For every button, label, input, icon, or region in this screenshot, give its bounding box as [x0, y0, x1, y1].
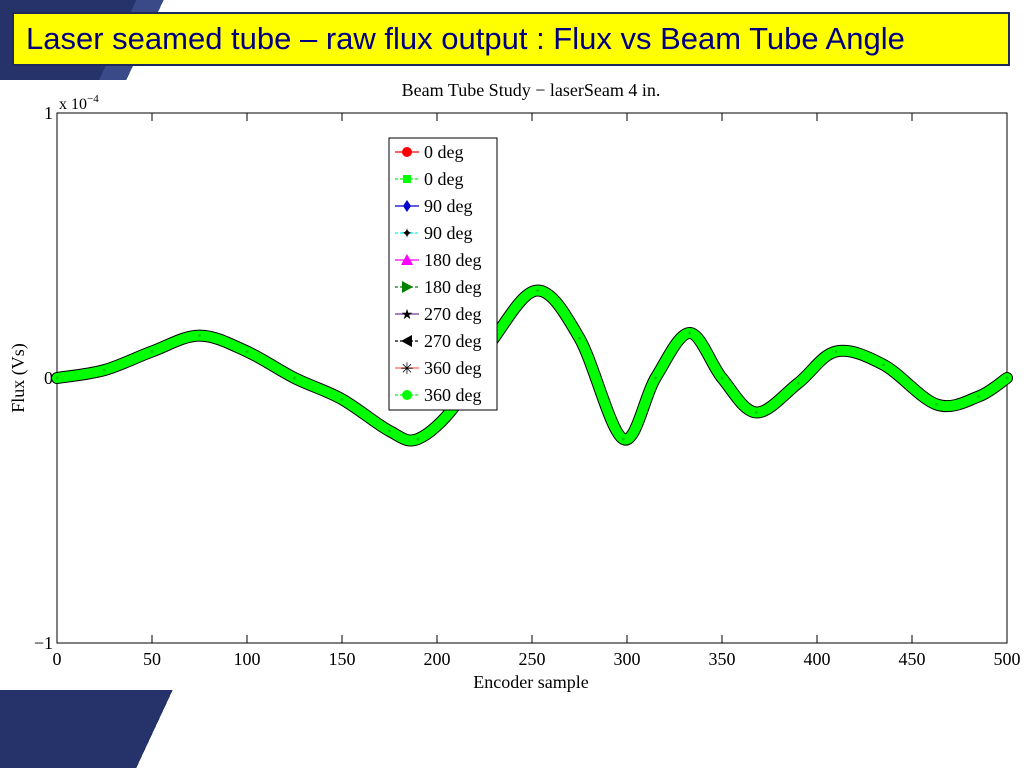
legend-item: ✦ 90 deg [395, 223, 473, 243]
legend-item: 0 deg [395, 142, 464, 162]
data-point [935, 403, 939, 406]
legend-label: 0 deg [424, 169, 464, 189]
x-tick-label: 250 [519, 649, 546, 669]
legend-label: 360 deg [424, 358, 482, 378]
data-point [416, 437, 420, 441]
legend-label: 270 deg [424, 304, 482, 324]
slide-title-box: Laser seamed tube – raw flux output : Fl… [12, 12, 1010, 66]
legend-item: 180 deg [395, 277, 482, 297]
corner-decoration-bottom [0, 690, 185, 768]
legend-label: 90 deg [424, 196, 473, 216]
x-tick-label: 300 [614, 649, 641, 669]
y-exponent-label: x 10−4 [59, 93, 99, 113]
x-tick-label: 150 [329, 649, 356, 669]
legend-item: 270 deg [395, 331, 482, 351]
slide-title: Laser seamed tube – raw flux output : Fl… [26, 21, 905, 56]
legend-marker-diamond [403, 200, 411, 212]
legend-marker-triangle-left [401, 335, 412, 347]
legend-item: ★ 270 deg [395, 304, 482, 324]
legend-marker-pentagram: ★ [401, 308, 414, 323]
plot-area [56, 112, 1008, 644]
data-point [654, 376, 657, 380]
legend-label: 180 deg [424, 277, 482, 297]
data-point [245, 350, 249, 353]
y-tick-label: 0 [44, 368, 53, 388]
x-tick-label: 200 [424, 649, 451, 669]
legend-marker-square [403, 175, 411, 183]
chart-title: Beam Tube Study − laserSeam 4 in. [402, 80, 661, 100]
x-tick-label: 500 [994, 649, 1021, 669]
legend-item: 90 deg [395, 196, 473, 216]
legend-box [388, 137, 498, 411]
legend-label: 90 deg [424, 223, 473, 243]
legend-marker-star: ✦ [401, 227, 413, 242]
legend-label: 0 deg [424, 142, 464, 162]
data-point [882, 363, 885, 367]
data-point [688, 331, 692, 335]
y-tick-label: −1 [34, 633, 53, 653]
data-point [103, 368, 106, 372]
legend-item: 0 deg [395, 169, 464, 189]
legend-marker-asterisk: ✳ [400, 361, 413, 378]
data-point [796, 381, 800, 385]
data-point [293, 376, 296, 380]
data-point [55, 376, 59, 380]
data-point [198, 334, 201, 338]
data-point [340, 397, 344, 401]
y-exponent-base: x 10 [59, 96, 87, 113]
x-tick-label: 350 [709, 649, 736, 669]
legend-marker-circle [402, 390, 412, 400]
series-lines [51, 284, 1013, 447]
legend-marker-circle [402, 147, 412, 157]
data-point [536, 289, 540, 293]
x-tick-label: 0 [53, 649, 62, 669]
legend: 0 deg 0 deg 90 deg ✦ 90 deg 180 deg 180 deg ★ 27… [388, 137, 498, 411]
axis-ticks: 0 50 100 150 200 250 300 350 400 450 500−101 [34, 103, 1021, 669]
legend-label: 360 deg [424, 385, 482, 405]
legend-item: ✳ 360 deg [395, 358, 482, 378]
y-exponent-power: −4 [87, 93, 99, 105]
data-point [621, 437, 625, 441]
data-point [388, 429, 391, 433]
data-point [1005, 376, 1009, 380]
legend-item: 360 deg [395, 385, 482, 405]
x-axis-label: Encoder sample [473, 672, 588, 692]
x-tick-label: 50 [143, 649, 161, 669]
x-tick-label: 100 [234, 649, 261, 669]
legend-item: 180 deg [395, 250, 482, 270]
data-point [977, 395, 980, 399]
data-point [150, 350, 154, 353]
data-point [834, 350, 838, 353]
legend-marker-triangle-right [402, 281, 413, 293]
legend-label: 270 deg [424, 331, 482, 351]
x-tick-label: 400 [804, 649, 831, 669]
x-tick-label: 450 [899, 649, 926, 669]
legend-label: 180 deg [424, 250, 482, 270]
data-point [720, 376, 724, 380]
data-point [578, 336, 581, 340]
legend-marker-triangle-up [401, 254, 413, 265]
y-tick-label: 1 [44, 103, 53, 123]
y-axis-label: Flux (Vs) [8, 343, 29, 413]
data-point [754, 410, 758, 414]
